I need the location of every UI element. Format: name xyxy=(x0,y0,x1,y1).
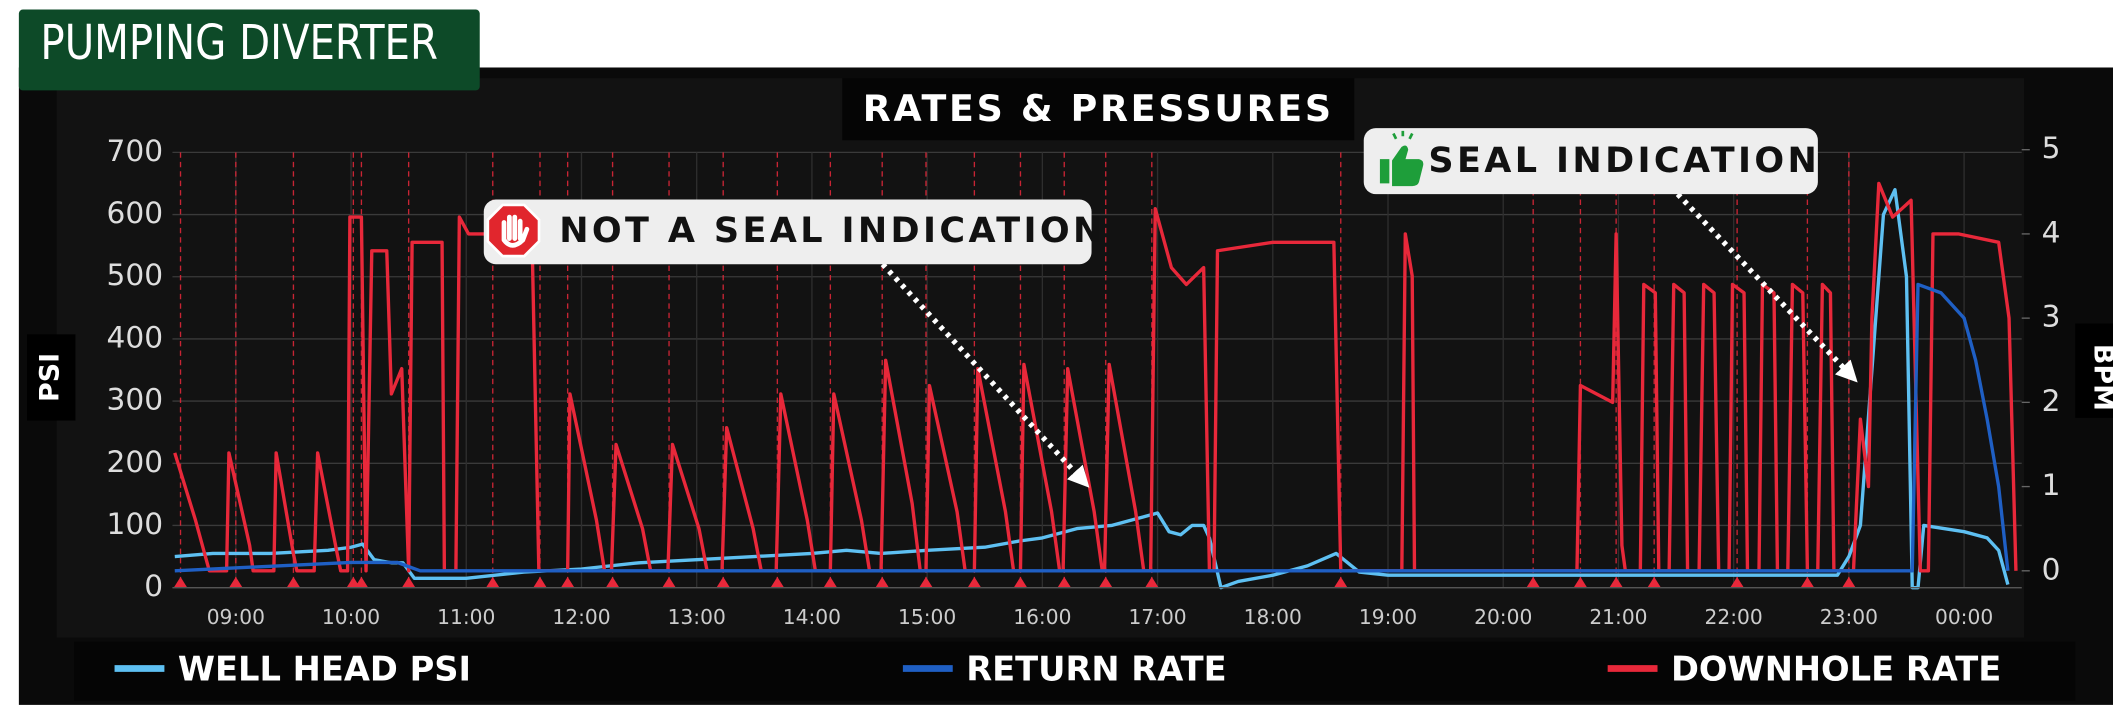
y2-tick-label: 0 xyxy=(2042,551,2061,586)
event-triangle xyxy=(605,576,620,588)
event-triangle xyxy=(533,576,547,588)
series-line xyxy=(174,282,2010,573)
header-box xyxy=(18,9,480,91)
annotation-box xyxy=(1363,128,1818,195)
y-label-box xyxy=(26,334,76,421)
annotation-box xyxy=(483,199,1092,265)
event-triangle xyxy=(1145,576,1159,588)
x-tick-label: 18:00 xyxy=(1244,605,1302,629)
y-tick-label: 300 xyxy=(107,382,164,417)
x-tick-label: 17:00 xyxy=(1128,605,1186,629)
y-tick-label: 700 xyxy=(107,133,164,168)
annotation-text: NOT A SEAL INDICATION xyxy=(559,210,1105,251)
event-triangle xyxy=(823,576,838,588)
event-triangle xyxy=(560,576,575,588)
title-box xyxy=(842,78,1355,141)
chart-title: RATES & PRESSURES xyxy=(863,87,1334,130)
y-tick-label: 600 xyxy=(107,195,164,230)
y-tick-label: 0 xyxy=(144,568,163,603)
event-triangle xyxy=(1013,576,1028,588)
event-triangle xyxy=(1098,576,1113,588)
y2-tick-label: 2 xyxy=(2042,383,2061,418)
x-tick-label: 20:00 xyxy=(1474,605,1532,629)
y2-tick-label: 5 xyxy=(2042,130,2061,165)
axes: 0 100 200 300 400 500 600 700 0 1 2 3 4 5 09:00 10:00 11… xyxy=(107,130,2061,629)
event-triangle xyxy=(875,576,889,588)
y-tick-label: 200 xyxy=(107,444,164,479)
x-tick-label: 16:00 xyxy=(1013,605,1071,629)
y-tick-label: 400 xyxy=(107,319,164,354)
event-triangle xyxy=(1730,576,1744,588)
series-lines xyxy=(173,181,2018,590)
event-triangle xyxy=(286,576,301,588)
annotation-arrow xyxy=(880,262,1090,488)
x-tick-label: 15:00 xyxy=(898,605,956,629)
event-triangle xyxy=(919,576,933,588)
event-triangle xyxy=(662,576,676,588)
y2-tick-label: 3 xyxy=(2042,299,2061,334)
x-tick-label: 10:00 xyxy=(322,605,380,629)
legend: WELL HEAD PSI RETURN RATE DOWNHOLE RATE xyxy=(114,650,2001,689)
hand-icon xyxy=(501,214,530,248)
x-tick-label: 23:00 xyxy=(1820,605,1878,629)
event-triangle xyxy=(716,576,730,588)
series-line xyxy=(174,188,2010,590)
event-triangle xyxy=(1526,576,1540,588)
event-triangle xyxy=(1573,576,1588,588)
x-tick-label: 22:00 xyxy=(1705,605,1763,629)
y2-label-box xyxy=(2075,323,2113,418)
event-triangle xyxy=(401,576,416,588)
x-tick-label: 14:00 xyxy=(783,605,841,629)
event-triangle xyxy=(1609,576,1623,588)
annotation-text: SEAL INDICATION xyxy=(1428,140,1820,181)
thumbs-up-icon xyxy=(1379,145,1424,187)
y-axis-label: PSI xyxy=(35,353,66,402)
event-triangle xyxy=(1800,576,1815,588)
event-triangle xyxy=(1842,576,1856,588)
event-triangle xyxy=(229,576,243,588)
event-triangle xyxy=(770,576,785,588)
event-triangle xyxy=(486,576,500,588)
legend-label: WELL HEAD PSI xyxy=(178,650,471,689)
event-triangle xyxy=(173,576,188,588)
event-triangle xyxy=(1334,576,1348,588)
y-tick-label: 100 xyxy=(107,506,164,541)
y-tick-label: 500 xyxy=(107,257,164,292)
event-triangle xyxy=(1057,576,1071,588)
annotation-arrow xyxy=(1675,192,1858,383)
x-tick-label: 11:00 xyxy=(437,605,495,629)
y2-axis-label: BPM xyxy=(2088,344,2113,411)
x-tick-label: 00:00 xyxy=(1935,605,1993,629)
legend-label: RETURN RATE xyxy=(966,650,1226,689)
x-tick-label: 19:00 xyxy=(1359,605,1417,629)
event-triangle xyxy=(1647,576,1661,588)
header-title: PUMPING DIVERTER xyxy=(40,15,438,71)
legend-bar xyxy=(74,641,2076,701)
x-tick-label: 21:00 xyxy=(1589,605,1647,629)
event-triangle xyxy=(354,576,369,588)
event-triangle xyxy=(967,576,982,588)
y2-tick-label: 4 xyxy=(2042,214,2061,249)
legend-label: DOWNHOLE RATE xyxy=(1671,650,2001,689)
x-tick-label: 13:00 xyxy=(668,605,726,629)
y2-tick-label: 1 xyxy=(2042,467,2061,502)
x-tick-label: 12:00 xyxy=(552,605,610,629)
x-tick-label: 09:00 xyxy=(207,605,265,629)
sparkle-icon xyxy=(1392,130,1414,140)
